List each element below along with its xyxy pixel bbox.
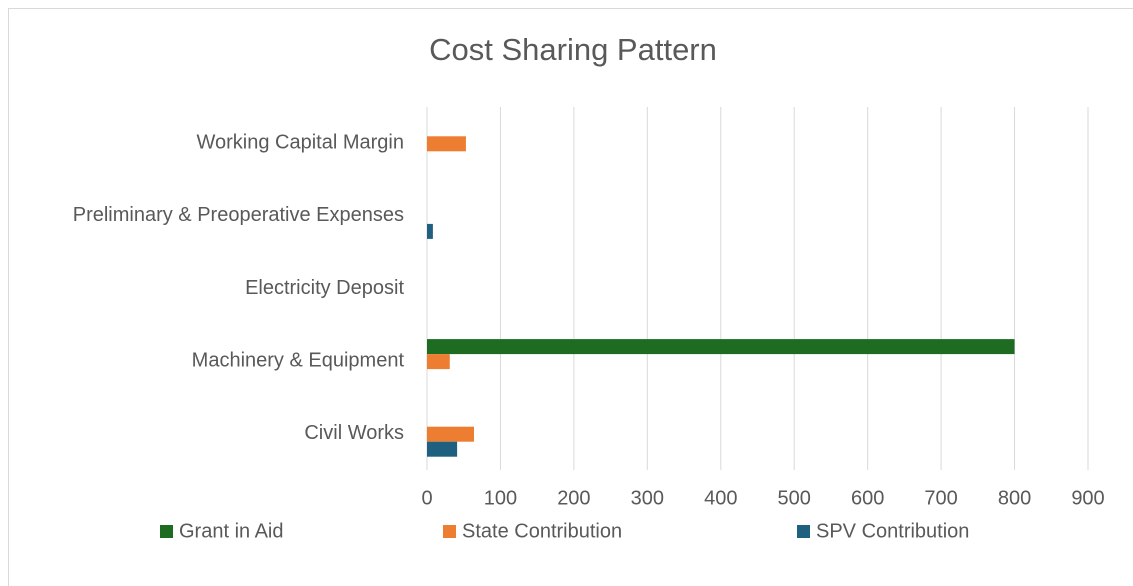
x-tick-label: 700: [924, 487, 957, 509]
x-tick-label: 400: [704, 487, 737, 509]
x-tick-label: 500: [778, 487, 811, 509]
chart-frame: [8, 8, 1133, 586]
x-tick-label: 800: [998, 487, 1031, 509]
x-tick-label: 600: [851, 487, 884, 509]
bar: [427, 136, 466, 152]
chart-title: Cost Sharing Pattern: [429, 32, 717, 67]
legend-swatch: [160, 525, 173, 538]
y-tick-label: Civil Works: [304, 422, 404, 444]
y-tick-label: Preliminary & Preoperative Expenses: [73, 204, 404, 226]
legend-label: State Contribution: [462, 520, 622, 542]
y-tick-label: Electricity Deposit: [245, 277, 404, 299]
legend-swatch: [443, 525, 456, 538]
legend-label: SPV Contribution: [816, 520, 969, 542]
x-tick-label: 100: [484, 487, 517, 509]
legend-swatch: [797, 525, 810, 538]
x-tick-label: 200: [557, 487, 590, 509]
x-tick-label: 0: [421, 487, 432, 509]
bar: [427, 339, 1015, 355]
y-tick-label: Working Capital Margin: [197, 132, 405, 154]
bar: [427, 223, 433, 239]
x-tick-label: 300: [631, 487, 664, 509]
bar: [427, 354, 450, 370]
x-tick-label: 900: [1071, 487, 1104, 509]
bar: [427, 441, 458, 457]
y-tick-label: Machinery & Equipment: [192, 349, 405, 371]
bar: [427, 426, 475, 442]
legend-label: Grant in Aid: [179, 520, 284, 542]
